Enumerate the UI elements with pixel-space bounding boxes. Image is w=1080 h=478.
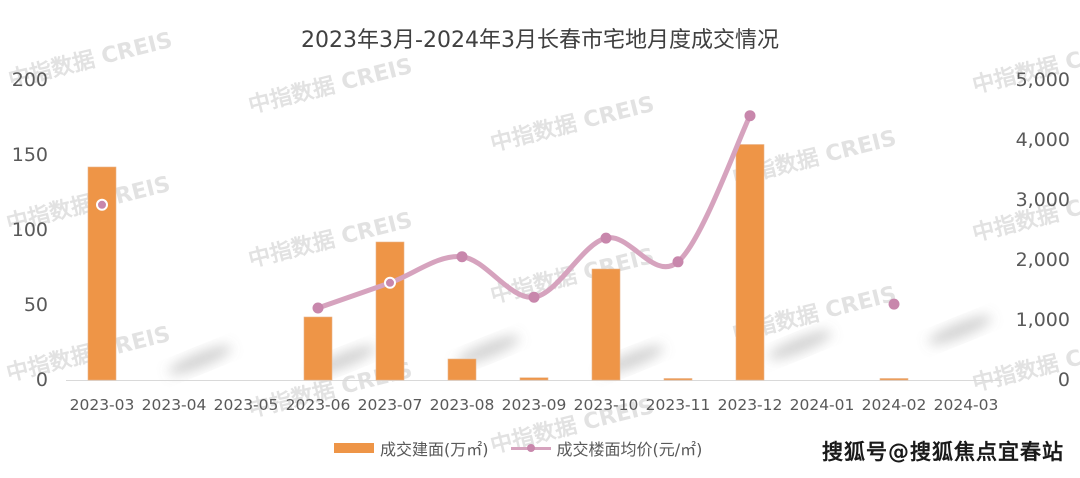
decorative-shadow	[928, 315, 992, 345]
x-axis-label: 2023-04	[141, 396, 207, 414]
bar-2023-10[interactable]	[591, 268, 621, 381]
right-axis-tick: 1,000	[1015, 309, 1070, 331]
x-axis-label: 2023-10	[573, 396, 639, 414]
left-axis-tick: 0	[35, 369, 48, 391]
x-axis-label: 2024-01	[789, 396, 855, 414]
bar-2023-07[interactable]	[375, 241, 405, 381]
right-axis-tick: 4,000	[1015, 129, 1070, 151]
chart-title: 2023年3月-2024年3月长春市宅地月度成交情况	[301, 28, 779, 53]
legend: 成交建面(万㎡) 成交楼面均价(元/㎡)	[334, 436, 724, 460]
decorative-shadow	[168, 345, 232, 375]
price-point-2023-09[interactable]	[528, 291, 540, 303]
left-axis-tick: 50	[23, 294, 48, 316]
bar-2024-02[interactable]	[879, 378, 909, 381]
bar-2023-09[interactable]	[519, 377, 549, 381]
x-axis-label: 2023-06	[285, 396, 351, 414]
x-axis-label: 2023-09	[501, 396, 567, 414]
source-watermark: 搜狐号@搜狐焦点宜春站	[822, 440, 1064, 464]
decorative-shadow	[456, 335, 520, 365]
legend-label: 成交建面(万㎡)	[380, 440, 489, 459]
price-point-2023-11[interactable]	[672, 256, 684, 268]
bar-2023-12[interactable]	[735, 144, 765, 381]
x-axis-label: 2023-07	[357, 396, 423, 414]
decorative-shadow	[768, 330, 832, 360]
x-axis-label: 2023-11	[645, 396, 711, 414]
x-axis-label: 2024-02	[861, 396, 927, 414]
x-axis-label: 2024-03	[933, 396, 999, 414]
x-axis-label: 2023-05	[213, 396, 279, 414]
bar-swatch-icon	[334, 443, 374, 453]
x-axis-label: 2023-03	[69, 396, 135, 414]
right-axis-tick: 0	[1057, 369, 1070, 391]
legend-item-bar[interactable]: 成交建面(万㎡)	[334, 436, 489, 460]
right-axis-tick: 5,000	[1015, 69, 1070, 91]
bar-2023-08[interactable]	[447, 358, 477, 381]
right-axis-tick: 2,000	[1015, 249, 1070, 271]
x-axis-label: 2023-08	[429, 396, 495, 414]
price-point-2023-06[interactable]	[312, 302, 324, 314]
price-point-2023-03[interactable]	[96, 198, 108, 211]
legend-label: 成交楼面均价(元/㎡)	[556, 440, 703, 459]
line-swatch-icon	[510, 443, 551, 453]
bar-2023-06[interactable]	[303, 316, 333, 381]
price-point-2023-07[interactable]	[384, 276, 396, 289]
right-axis-tick: 3,000	[1015, 189, 1070, 211]
price-point-2023-08[interactable]	[456, 251, 468, 263]
price-point-2023-12[interactable]	[744, 110, 756, 122]
legend-item-line[interactable]: 成交楼面均价(元/㎡)	[510, 436, 703, 460]
left-axis-tick: 150	[11, 144, 48, 166]
left-axis-tick: 200	[11, 69, 48, 91]
left-axis-tick: 100	[11, 219, 48, 241]
bar-2023-11[interactable]	[663, 378, 693, 381]
x-axis-label: 2023-12	[717, 396, 783, 414]
price-point-2023-10[interactable]	[600, 232, 612, 244]
price-point-2024-02[interactable]	[888, 298, 900, 310]
